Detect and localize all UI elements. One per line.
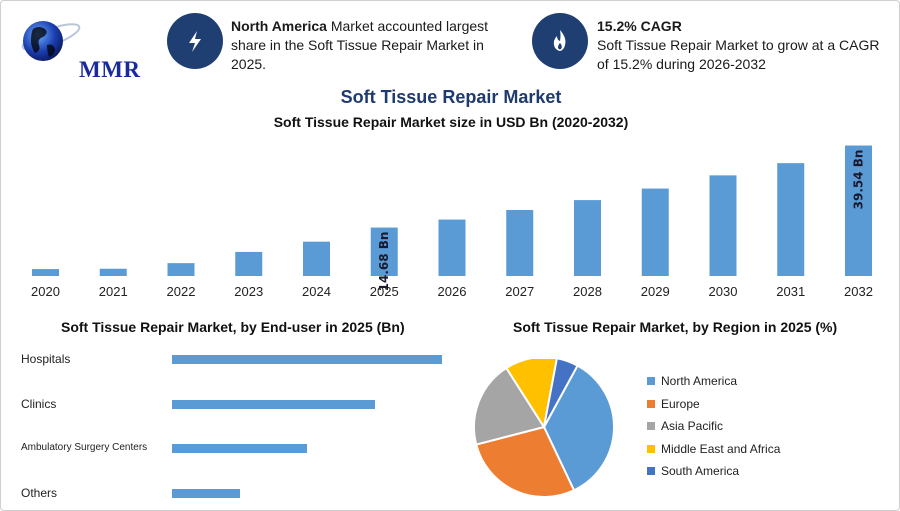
legend-label: South America xyxy=(661,464,740,478)
pie-slice-south-america xyxy=(543,359,579,428)
bar-2026 xyxy=(438,219,466,276)
x-tick-2023: 2023 xyxy=(234,284,263,299)
bar-2027 xyxy=(506,210,534,276)
x-tick-2030: 2030 xyxy=(709,284,738,299)
x-tick-2025: 2025 xyxy=(370,284,399,299)
legend-swatch xyxy=(647,444,655,453)
bar-2031 xyxy=(777,163,805,276)
x-tick-2027: 2027 xyxy=(505,284,534,299)
x-tick-2031: 2031 xyxy=(776,284,805,299)
end-user-bar xyxy=(172,488,240,498)
end-user-label: Ambulatory Surgery Centers xyxy=(21,442,148,454)
x-tick-2022: 2022 xyxy=(167,284,196,299)
info-cagr-bold: 15.2% CAGR xyxy=(597,18,682,34)
info-cagr: 15.2% CAGR Soft Tissue Repair Market to … xyxy=(597,17,887,74)
flame-badge xyxy=(532,13,588,69)
info-north-america-text: Market accounted largest share in the So… xyxy=(231,18,489,72)
data-label-2032: 39.54 Bn xyxy=(852,150,866,210)
bar-2024 xyxy=(303,241,330,276)
x-tick-2024: 2024 xyxy=(302,284,331,299)
info-cagr-text: Soft Tissue Repair Market to grow at a C… xyxy=(597,37,880,72)
end-user-bar xyxy=(172,444,307,454)
bar-2029 xyxy=(641,188,669,276)
x-tick-2021: 2021 xyxy=(99,284,128,299)
main-chart-subtitle: Soft Tissue Repair Market size in USD Bn… xyxy=(273,114,629,130)
pie-slice-asia-pacific xyxy=(473,366,546,446)
legend-label: Middle East and Africa xyxy=(661,441,781,456)
bar-2030 xyxy=(709,175,737,276)
legend-swatch xyxy=(647,399,655,408)
bar-2022 xyxy=(167,263,195,276)
lightning-badge xyxy=(167,13,223,69)
bar-2025 xyxy=(370,227,398,276)
end-user-label: Others xyxy=(21,485,58,500)
legend-swatch xyxy=(647,467,655,475)
legend-label: North America xyxy=(661,374,738,388)
end-user-bar xyxy=(172,355,442,364)
end-user-chart-title: Soft Tissue Repair Market, by End-user i… xyxy=(61,319,405,335)
globe-icon xyxy=(21,21,81,61)
end-user-label: Clinics xyxy=(21,396,57,411)
logo-text: MMR xyxy=(79,57,141,82)
x-tick-2028: 2028 xyxy=(573,284,602,299)
end-user-label: Hospitals xyxy=(21,352,71,366)
legend-label: Europe xyxy=(661,396,700,411)
info-north-america: North America Market accounted largest s… xyxy=(231,17,521,74)
mmr-logo: MMR xyxy=(15,15,145,82)
legend-label: Asia Pacific xyxy=(661,419,724,433)
end-user-bar-chart: Hospitals Clinics Ambulatory Surgery Cente… xyxy=(1,341,461,506)
legend-swatch xyxy=(647,422,655,430)
x-tick-2029: 2029 xyxy=(641,284,670,299)
bar-2020 xyxy=(32,269,59,276)
lightning-icon xyxy=(189,31,201,52)
bar-2032 xyxy=(845,145,872,276)
bar-2028 xyxy=(574,200,601,276)
main-chart-title: Soft Tissue Repair Market xyxy=(340,87,562,107)
x-tick-2020: 2020 xyxy=(31,284,60,299)
end-user-bar xyxy=(172,399,375,409)
data-label-2025: 14.68 Bn xyxy=(377,232,391,292)
flame-icon xyxy=(553,30,566,51)
pie-slice-europe xyxy=(475,425,576,498)
pie-slice-middle-east-and-africa xyxy=(504,359,558,430)
region-pie-chart xyxy=(473,359,615,498)
region-chart-title: Soft Tissue Repair Market, by Region in … xyxy=(513,319,838,335)
info-north-america-bold: North America xyxy=(231,18,327,34)
legend-swatch xyxy=(647,377,655,385)
x-tick-2026: 2026 xyxy=(438,284,467,299)
bar-2023 xyxy=(235,251,263,276)
x-tick-2032: 2032 xyxy=(844,284,873,299)
bar-2021 xyxy=(99,268,127,276)
